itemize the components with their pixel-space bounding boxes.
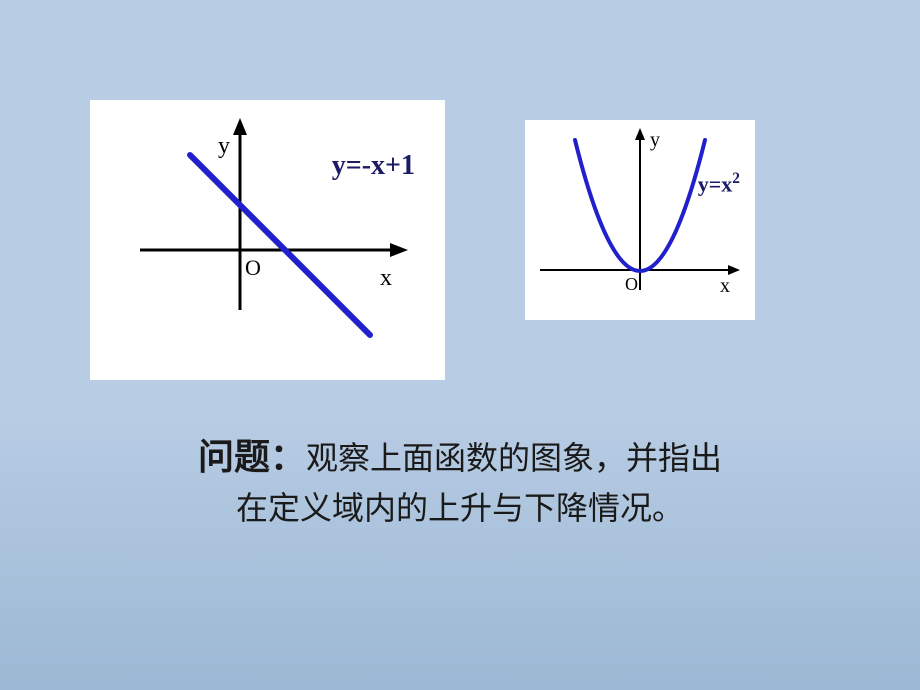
- linear-x-label: x: [380, 265, 392, 291]
- linear-chart-box: y=-x+1 y x O: [90, 100, 445, 380]
- linear-origin-label: O: [245, 255, 261, 280]
- linear-chart-svg: y x O: [90, 100, 445, 380]
- parabola-origin-label: O: [625, 274, 638, 294]
- parabola-x-label: x: [720, 275, 730, 297]
- linear-y-label: y: [218, 133, 230, 159]
- charts-row: y=-x+1 y x O y=x2: [90, 100, 880, 380]
- linear-function-label: y=-x+1: [332, 150, 415, 182]
- parabola-y-arrow: [635, 128, 645, 140]
- parabola-function-base: y=x: [698, 171, 733, 196]
- parabola-y-label: y: [650, 129, 660, 151]
- slide-container: y=-x+1 y x O y=x2: [0, 0, 920, 690]
- linear-y-arrow: [233, 118, 247, 135]
- question-text-line2: 在定义域内的上升与下降情况。: [236, 490, 684, 526]
- question-container: 问题：观察上面函数的图象，并指出 在定义域内的上升与下降情况。: [40, 430, 880, 532]
- parabola-x-arrow: [728, 265, 740, 275]
- parabola-chart-svg: y x O: [525, 120, 755, 320]
- parabola-chart-box: y=x2 y x O: [525, 120, 755, 320]
- linear-function-line: [190, 155, 370, 335]
- linear-x-arrow: [390, 243, 408, 257]
- question-text-line1: 观察上面函数的图象，并指出: [306, 440, 722, 476]
- question-label: 问题：: [198, 437, 306, 477]
- parabola-function-exp: 2: [732, 170, 740, 187]
- parabola-function-label: y=x2: [698, 170, 740, 197]
